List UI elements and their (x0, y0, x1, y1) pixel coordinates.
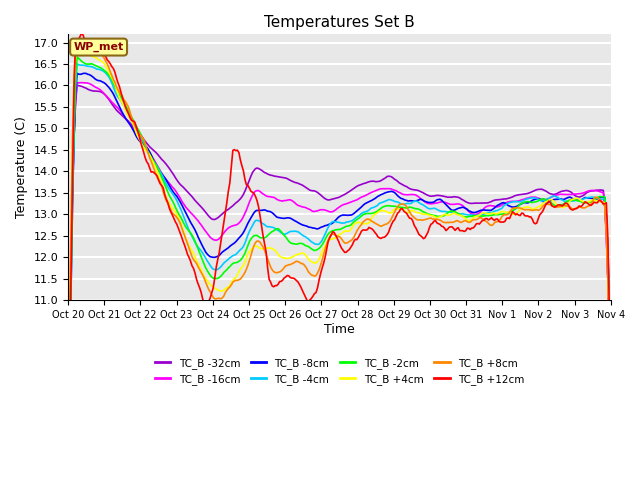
Legend: TC_B -32cm, TC_B -16cm, TC_B -8cm, TC_B -4cm, TC_B -2cm, TC_B +4cm, TC_B +8cm, T: TC_B -32cm, TC_B -16cm, TC_B -8cm, TC_B … (150, 353, 529, 389)
Text: WP_met: WP_met (74, 42, 124, 52)
Title: Temperatures Set B: Temperatures Set B (264, 15, 415, 30)
Y-axis label: Temperature (C): Temperature (C) (15, 116, 28, 218)
X-axis label: Time: Time (324, 323, 355, 336)
